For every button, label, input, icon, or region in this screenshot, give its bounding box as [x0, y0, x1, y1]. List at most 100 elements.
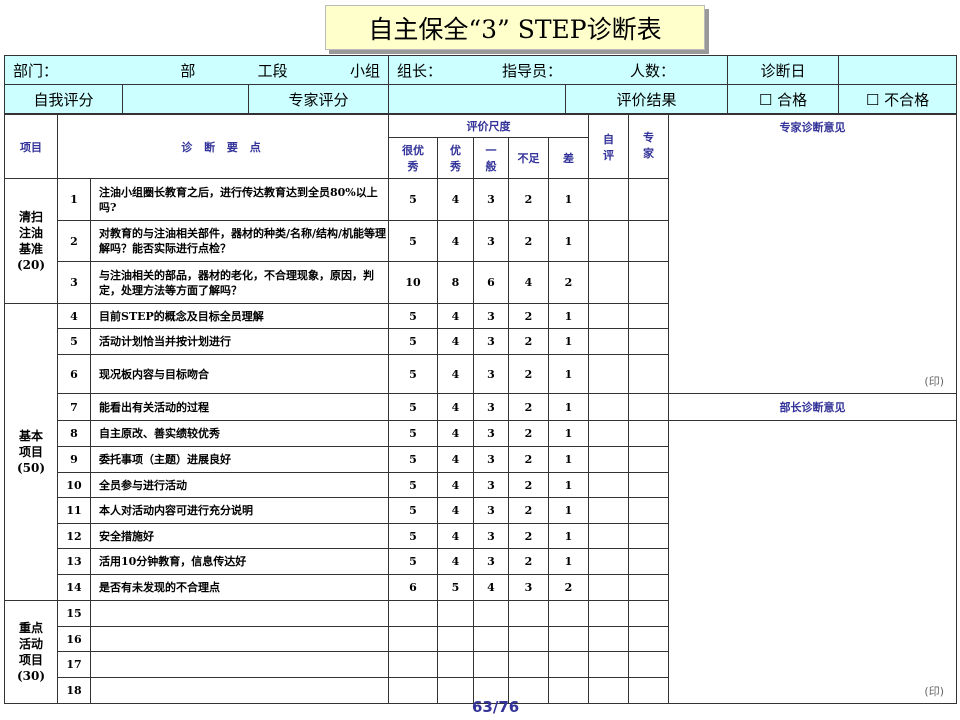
table-row: 14 是否有未发现的不合理点 6 5 4 3 2: [5, 574, 957, 601]
row-number: 18: [57, 677, 91, 704]
row-text: [90, 677, 389, 704]
self-score-field[interactable]: [122, 84, 249, 114]
scale-value: [508, 600, 549, 627]
self-score-cell[interactable]: [588, 497, 629, 524]
self-score-cell[interactable]: [588, 626, 629, 652]
row-text: 活用10分钟教育，信息传达好: [90, 548, 389, 575]
scale-value: 2: [508, 178, 549, 221]
scale-value: [548, 600, 589, 627]
self-score-cell[interactable]: [588, 303, 629, 329]
page-title: 自主保全“3” STEP诊断表: [325, 5, 705, 50]
scale-value: 4: [437, 472, 474, 498]
self-score-cell[interactable]: [588, 261, 629, 304]
expert-score-cell[interactable]: [628, 626, 669, 652]
expert-score-cell[interactable]: [628, 178, 669, 221]
self-score-cell[interactable]: [588, 328, 629, 355]
expert-score-cell[interactable]: [628, 472, 669, 498]
self-score-cell[interactable]: [588, 677, 629, 704]
table-row: 16: [5, 626, 957, 652]
diag-date-field[interactable]: [838, 55, 957, 85]
expert-score-cell[interactable]: [628, 677, 669, 704]
table-row: 5 活动计划恰当并按计划进行 5 4 3 2 1: [5, 328, 957, 355]
self-score-cell[interactable]: [588, 472, 629, 498]
row-text: 对教育的与注油相关部件，器材的种类/名称/结构/机能等理解吗？能否实际进行点检？: [90, 220, 389, 262]
self-score-cell[interactable]: [588, 220, 629, 262]
scale-value: 3: [473, 328, 509, 355]
scale-value: 3: [473, 446, 509, 473]
scale-value: 3: [473, 523, 509, 549]
scale-value: [388, 626, 438, 652]
self-score-cell[interactable]: [588, 446, 629, 473]
scale-value: 2: [548, 574, 589, 601]
expert-score-cell[interactable]: [628, 446, 669, 473]
scale-value: 8: [437, 261, 474, 304]
instructor-label: 指导员：: [502, 61, 563, 80]
scale-value: 10: [388, 261, 438, 304]
row-text: [90, 651, 389, 678]
expert-score-cell[interactable]: [628, 261, 669, 304]
scale-value: 1: [548, 446, 589, 473]
leader-field[interactable]: 组长： 指导员： 人数：: [388, 55, 728, 85]
row-number: 1: [57, 178, 91, 221]
row-text: 本人对活动内容可进行充分说明: [90, 497, 389, 524]
scale-value: 3: [473, 472, 509, 498]
self-score-cell[interactable]: [588, 354, 629, 394]
row-text: 是否有未发现的不合理点: [90, 574, 389, 601]
self-score-cell[interactable]: [588, 574, 629, 601]
scale-value: [473, 626, 509, 652]
expert-score-cell[interactable]: [628, 354, 669, 394]
expert-score-field[interactable]: [388, 84, 566, 114]
table-row: 8 自主原改、善实绩较优秀 5 4 3 2 1 (印): [5, 420, 957, 704]
expert-score-cell[interactable]: [628, 303, 669, 329]
scale-value: 2: [508, 548, 549, 575]
dept-field[interactable]: 部门： 部 工段 小组: [4, 55, 389, 85]
row-number: 6: [57, 354, 91, 394]
scale-value: 5: [388, 328, 438, 355]
fail-checkbox[interactable]: ☐ 不合格: [838, 84, 957, 114]
row-number: 4: [57, 303, 91, 329]
expert-score-cell[interactable]: [628, 497, 669, 524]
group-score: (30): [16, 669, 46, 683]
expert-score-cell[interactable]: [628, 420, 669, 447]
scale-value: 2: [508, 354, 549, 394]
expert-score-cell[interactable]: [628, 548, 669, 575]
self-score-cell[interactable]: [588, 600, 629, 627]
row-text: 目前STEP的概念及目标全员理解: [90, 303, 389, 329]
row-number: 12: [57, 523, 91, 549]
expert-opinion-area[interactable]: 专家诊断意见 (印): [668, 114, 957, 394]
table-row: 12 安全措施好 5 4 3 2 1: [5, 523, 957, 549]
row-number: 16: [57, 626, 91, 652]
result-label: 评价结果: [565, 84, 728, 114]
self-score-cell[interactable]: [588, 523, 629, 549]
col-average: 一般: [473, 137, 509, 179]
scale-value: 3: [473, 303, 509, 329]
self-score-cell[interactable]: [588, 420, 629, 447]
scale-value: [548, 626, 589, 652]
dept-label: 部门：: [13, 61, 59, 80]
group-label: 小组: [349, 61, 380, 80]
expert-score-cell[interactable]: [628, 651, 669, 678]
expert-score-cell[interactable]: [628, 220, 669, 262]
table-row: 3 与注油相关的部品，器材的老化，不合理现象，原因，判定，处理方法等方面了解吗？ 1…: [5, 261, 957, 304]
manager-opinion-area[interactable]: (印): [668, 420, 957, 704]
expert-score-cell[interactable]: [628, 523, 669, 549]
expert-score-cell[interactable]: [628, 574, 669, 601]
scale-value: 2: [508, 220, 549, 262]
scale-value: 6: [388, 574, 438, 601]
self-score-cell[interactable]: [588, 651, 629, 678]
expert-score-cell[interactable]: [628, 600, 669, 627]
scale-value: 3: [473, 220, 509, 262]
expert-score-cell[interactable]: [628, 328, 669, 355]
expert-score-cell[interactable]: [628, 393, 669, 421]
self-score-cell[interactable]: [588, 178, 629, 221]
self-score-cell[interactable]: [588, 393, 629, 421]
scale-value: 1: [548, 472, 589, 498]
row-number: 11: [57, 497, 91, 524]
pass-checkbox[interactable]: ☐ 合格: [727, 84, 839, 114]
page-number: 63/76: [472, 698, 520, 716]
scale-value: 5: [388, 303, 438, 329]
scale-value: 1: [548, 420, 589, 447]
self-score-cell[interactable]: [588, 548, 629, 575]
scale-value: 1: [548, 328, 589, 355]
scale-value: 2: [548, 261, 589, 304]
